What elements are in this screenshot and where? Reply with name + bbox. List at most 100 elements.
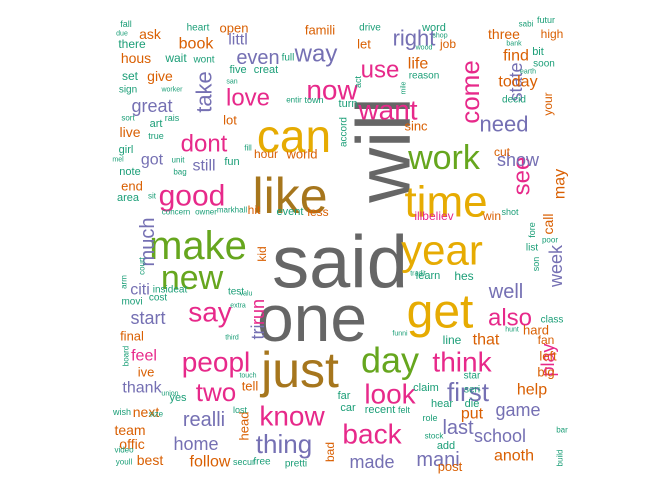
word-earth: earth xyxy=(520,69,536,76)
word-look: look xyxy=(364,379,416,410)
word-week: week xyxy=(546,244,566,288)
word-may: may xyxy=(552,169,569,199)
word-win: win xyxy=(482,209,501,223)
word-hour: hour xyxy=(254,147,278,161)
word-know: know xyxy=(259,401,325,432)
word-funni: funni xyxy=(392,331,408,338)
word-book: book xyxy=(179,36,215,53)
word-left: left xyxy=(539,349,557,364)
word-set: set xyxy=(122,69,139,83)
word-poor: poor xyxy=(542,236,558,245)
word-see: see xyxy=(509,157,536,196)
word-sabi: sabi xyxy=(519,20,534,29)
word-peopl: peopl xyxy=(182,347,251,378)
word-want: want xyxy=(357,95,417,126)
word-sort: sort xyxy=(121,114,135,123)
word-can: can xyxy=(257,110,331,162)
word-now: now xyxy=(306,75,358,106)
word-learn: learn xyxy=(416,270,440,282)
word-school: school xyxy=(474,426,526,446)
word-ask: ask xyxy=(139,26,162,42)
word-feel: feel xyxy=(131,348,157,365)
word-turn: turn xyxy=(339,98,358,110)
word-head: head xyxy=(237,412,252,441)
word-state: state xyxy=(506,62,526,101)
word-year: year xyxy=(401,227,483,274)
word-decid: decid xyxy=(502,95,526,106)
word-size: size xyxy=(149,410,164,419)
word-video: video xyxy=(114,446,134,455)
word-end: end xyxy=(121,179,143,194)
word-test: test xyxy=(228,287,244,298)
word-creat: creat xyxy=(254,64,278,76)
word-play: play xyxy=(538,343,558,376)
word-good: good xyxy=(159,180,226,213)
word-girl: girl xyxy=(119,144,134,156)
word-three: three xyxy=(488,26,520,42)
word-thank: thank xyxy=(122,380,162,397)
word-great: great xyxy=(131,96,172,116)
word-like: like xyxy=(252,168,327,224)
word-kid: kid xyxy=(255,246,269,261)
word-recent: recent xyxy=(365,404,396,416)
word-owner: owner xyxy=(195,208,217,217)
word-life: life xyxy=(408,56,429,73)
word-think: think xyxy=(432,347,492,378)
word-one: one xyxy=(257,281,367,355)
word-mile: mile xyxy=(401,81,408,94)
word-need: need xyxy=(480,112,529,137)
word-court: court xyxy=(138,256,147,275)
word-youll: youll xyxy=(116,458,133,467)
word-said: said xyxy=(272,221,408,304)
word-town: town xyxy=(304,95,323,105)
word-fill: fill xyxy=(244,144,252,153)
word-let: let xyxy=(357,37,371,52)
word-your: your xyxy=(541,92,555,115)
word-shop: shop xyxy=(432,33,447,40)
word-take: take xyxy=(192,71,217,113)
word-shot: shot xyxy=(501,207,519,217)
word-event: event xyxy=(277,206,304,218)
word-die: die xyxy=(465,398,480,410)
word-best: best xyxy=(137,452,164,468)
word-insideat: insideat xyxy=(153,285,188,296)
word-offic: offic xyxy=(119,436,144,452)
word-claim: claim xyxy=(413,382,439,394)
word-littl: littl xyxy=(228,32,248,49)
word-fan: fan xyxy=(538,333,555,347)
word-well: well xyxy=(488,281,523,303)
word-list: list xyxy=(526,243,538,254)
word-today: today xyxy=(498,74,537,91)
word-sit: sit xyxy=(148,192,157,201)
word-home: home xyxy=(173,434,218,454)
word-accord: accord xyxy=(339,117,350,147)
word-board: board xyxy=(122,346,131,366)
word-less: less xyxy=(307,205,328,219)
word-fall: fall xyxy=(120,19,132,29)
word-final: final xyxy=(120,329,144,344)
word-wait: wait xyxy=(164,51,187,65)
word-secur: secur xyxy=(233,457,255,467)
word-post: post xyxy=(438,459,463,474)
word-get: get xyxy=(407,286,474,339)
word-back: back xyxy=(342,419,402,450)
word-team: team xyxy=(114,422,145,438)
word-hard: hard xyxy=(523,323,549,338)
word-concern: concern xyxy=(162,208,190,217)
word-hear: hear xyxy=(431,398,453,410)
word-still: still xyxy=(192,158,215,175)
word-dont: dont xyxy=(181,131,228,158)
word-area: area xyxy=(117,192,140,204)
word-put: put xyxy=(461,406,484,423)
word-son: son xyxy=(531,257,541,272)
word-call: call xyxy=(540,213,556,234)
word-hous: hous xyxy=(121,50,151,66)
word-heart: heart xyxy=(187,23,210,34)
word-line: line xyxy=(443,333,462,347)
word-will: will xyxy=(342,97,427,204)
word-stock: stock xyxy=(425,432,445,441)
word-follow: follow xyxy=(190,454,231,471)
word-come: come xyxy=(455,60,485,124)
